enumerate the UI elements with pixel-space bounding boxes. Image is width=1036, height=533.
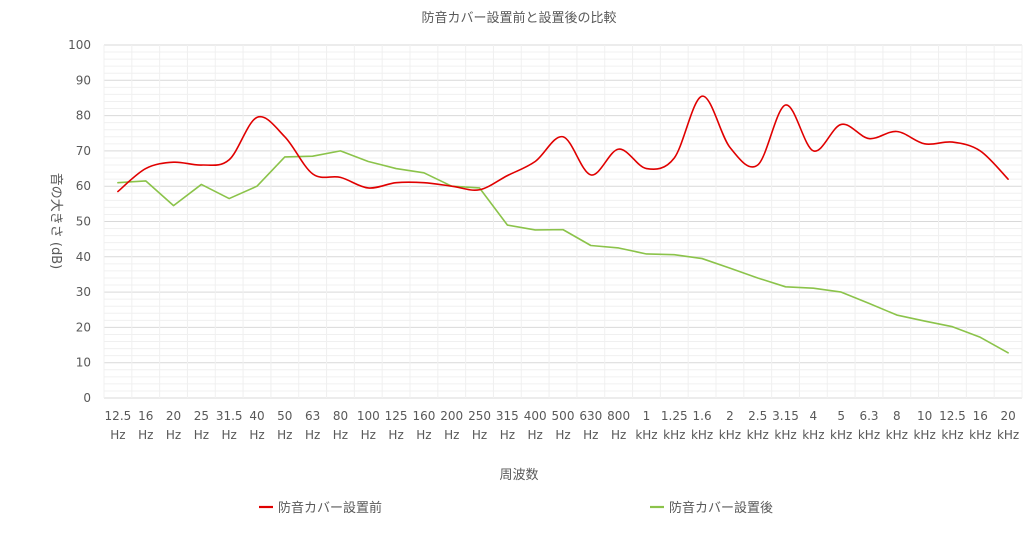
series-line-2 [117, 150, 1009, 354]
x-tick-label: 500 [552, 409, 575, 423]
x-tick-label: 630 [579, 409, 602, 423]
x-tick-unit: kHz [913, 428, 935, 442]
x-tick-unit: Hz [138, 428, 153, 442]
x-tick-label: 6.3 [859, 409, 878, 423]
y-tick-label: 50 [76, 215, 91, 229]
y-axis-label: 音の大きさ (dB) [48, 173, 64, 269]
x-tick-unit: Hz [110, 428, 125, 442]
x-tick-label: 31.5 [216, 409, 243, 423]
x-tick-unit: Hz [277, 428, 292, 442]
x-tick-label: 50 [277, 409, 292, 423]
x-tick-label: 16 [973, 409, 988, 423]
x-tick-label: 16 [138, 409, 153, 423]
x-tick-unit: kHz [691, 428, 713, 442]
x-tick-unit: Hz [361, 428, 376, 442]
x-tick-label: 1 [643, 409, 651, 423]
x-tick-label: 12.5 [105, 409, 132, 423]
x-tick-unit: Hz [583, 428, 598, 442]
x-tick-label: 12.5 [939, 409, 966, 423]
x-tick-unit: kHz [719, 428, 741, 442]
x-tick-label: 63 [305, 409, 320, 423]
x-tick-unit: Hz [555, 428, 570, 442]
x-tick-label: 80 [333, 409, 348, 423]
x-tick-unit: Hz [166, 428, 181, 442]
x-tick-label: 20 [166, 409, 181, 423]
y-tick-label: 10 [76, 356, 91, 370]
x-tick-label: 125 [385, 409, 408, 423]
x-tick-unit: Hz [305, 428, 320, 442]
x-tick-unit: kHz [858, 428, 880, 442]
x-tick-unit: Hz [444, 428, 459, 442]
x-tick-label: 4 [810, 409, 818, 423]
x-tick-unit: Hz [500, 428, 515, 442]
x-tick-unit: kHz [886, 428, 908, 442]
y-tick-label: 90 [76, 73, 91, 87]
legend: 防音カバー設置前 防音カバー設置後 [259, 500, 773, 516]
x-tick-label: 3.15 [772, 409, 799, 423]
x-tick-label: 100 [357, 409, 380, 423]
y-axis-ticks: 0 10 20 30 40 50 60 70 80 90 100 [68, 38, 91, 405]
y-tick-label: 20 [76, 320, 91, 334]
y-tick-label: 100 [68, 38, 91, 52]
y-tick-label: 0 [83, 391, 91, 405]
x-tick-unit: Hz [249, 428, 264, 442]
x-tick-unit: Hz [472, 428, 487, 442]
x-tick-unit: kHz [663, 428, 685, 442]
x-tick-label: 2.5 [748, 409, 767, 423]
x-tick-unit: Hz [528, 428, 543, 442]
x-tick-label: 10 [917, 409, 932, 423]
x-axis-ticks: 12.5Hz16Hz20Hz25Hz31.5Hz40Hz50Hz63Hz80Hz… [105, 409, 1020, 442]
x-tick-unit: Hz [194, 428, 209, 442]
x-tick-unit: kHz [747, 428, 769, 442]
x-tick-label: 160 [412, 409, 435, 423]
x-tick-label: 25 [194, 409, 209, 423]
y-tick-label: 60 [76, 179, 91, 193]
x-tick-unit: kHz [802, 428, 824, 442]
x-tick-label: 1.25 [661, 409, 688, 423]
x-tick-label: 200 [440, 409, 463, 423]
x-tick-label: 40 [249, 409, 264, 423]
x-tick-label: 800 [607, 409, 630, 423]
y-tick-label: 70 [76, 144, 91, 158]
gridlines [103, 44, 1023, 399]
x-tick-label: 5 [837, 409, 845, 423]
x-tick-unit: kHz [635, 428, 657, 442]
x-tick-unit: kHz [830, 428, 852, 442]
y-tick-label: 30 [76, 285, 91, 299]
x-tick-label: 250 [468, 409, 491, 423]
x-tick-label: 20 [1000, 409, 1015, 423]
series-line-1 [117, 95, 1009, 193]
x-tick-unit: Hz [611, 428, 626, 442]
x-tick-label: 400 [524, 409, 547, 423]
series-lines [117, 95, 1009, 354]
x-tick-unit: kHz [774, 428, 796, 442]
x-tick-label: 8 [893, 409, 901, 423]
chart-title: 防音カバー設置前と設置後の比較 [421, 10, 616, 26]
x-tick-unit: Hz [416, 428, 431, 442]
x-tick-unit: kHz [969, 428, 991, 442]
legend-label: 防音カバー設置前 [278, 500, 382, 516]
x-axis-label: 周波数 [499, 468, 538, 483]
x-tick-label: 1.6 [693, 409, 712, 423]
legend-label: 防音カバー設置後 [669, 500, 773, 516]
y-tick-label: 40 [76, 250, 91, 264]
x-tick-unit: Hz [222, 428, 237, 442]
y-tick-label: 80 [76, 109, 91, 123]
x-tick-unit: Hz [388, 428, 403, 442]
x-tick-unit: kHz [997, 428, 1019, 442]
x-tick-label: 315 [496, 409, 519, 423]
x-tick-unit: kHz [941, 428, 963, 442]
x-tick-label: 2 [726, 409, 734, 423]
x-tick-unit: Hz [333, 428, 348, 442]
